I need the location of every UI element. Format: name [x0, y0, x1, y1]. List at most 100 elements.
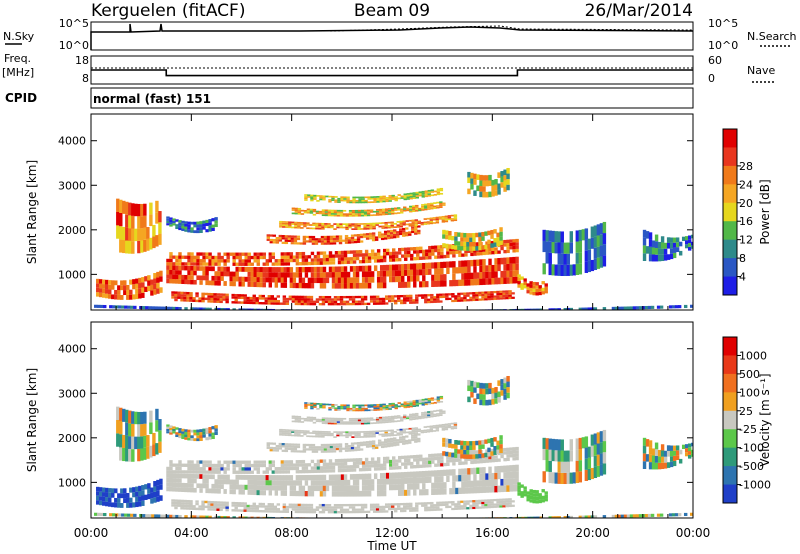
- velocity-cell: [466, 445, 470, 451]
- velocity-cell: [288, 503, 293, 506]
- velocity-cell: [193, 478, 197, 484]
- power-cell: [321, 295, 326, 299]
- velocity-cell: [331, 403, 335, 406]
- velocity-cell: [503, 447, 507, 452]
- power-cell: [479, 174, 483, 181]
- velocity-cell: [141, 500, 145, 506]
- power-cell: [306, 300, 311, 303]
- power-cell: [345, 228, 349, 231]
- velocity-cell: [306, 503, 311, 507]
- velocity-cell: [400, 416, 404, 419]
- velocity-cell: [337, 405, 341, 408]
- velocity-cell: [348, 432, 352, 435]
- power-cell: [397, 197, 401, 200]
- power-cell: [348, 214, 353, 217]
- power-cell: [201, 292, 205, 296]
- velocity-cell: [503, 457, 507, 462]
- velocity-cell: [184, 473, 188, 479]
- velocity-cell: [390, 505, 395, 508]
- velocity-cell: [109, 513, 113, 517]
- velocity-cell: [105, 487, 109, 493]
- velocity-cell: [196, 515, 200, 518]
- velocity-cell: [529, 489, 533, 493]
- velocity-cell: [96, 495, 100, 501]
- velocity-cell: [334, 462, 339, 466]
- velocity-cell: [231, 509, 235, 512]
- power-cell: [333, 214, 338, 217]
- velocity-cell: [282, 429, 286, 431]
- velocity-cell: [475, 506, 479, 509]
- velocity-cell: [336, 421, 341, 423]
- power-cell: [202, 270, 206, 276]
- power-cell: [355, 277, 360, 283]
- power-cell: [146, 238, 150, 251]
- power-cell: [282, 297, 287, 301]
- power-cell: [367, 282, 372, 289]
- velocity-cell: [321, 506, 326, 509]
- power-cell: [657, 254, 662, 262]
- velocity-cell: [321, 511, 326, 514]
- velocity-cell: [326, 448, 331, 451]
- power-cell: [301, 255, 306, 259]
- power-cell: [479, 265, 483, 273]
- velocity-cell: [247, 467, 251, 471]
- power-cell: [223, 262, 227, 266]
- velocity-cell: [375, 418, 380, 421]
- velocity-cell: [152, 432, 156, 445]
- velocity-cell: [496, 498, 500, 502]
- power-cell: [675, 247, 680, 253]
- power-cell: [515, 270, 519, 277]
- velocity-cell: [410, 455, 414, 459]
- velocity-cell: [292, 466, 297, 471]
- power-cell: [496, 290, 500, 294]
- power-cell: [479, 272, 483, 279]
- velocity-cell: [342, 434, 346, 437]
- power-cell: [354, 213, 359, 215]
- velocity-cell: [307, 463, 312, 467]
- velocity-cell: [169, 482, 173, 487]
- velocity-cell: [398, 472, 402, 479]
- power-cell: [137, 228, 141, 241]
- velocity-cell: [379, 478, 384, 485]
- velocity-cell: [408, 431, 412, 433]
- velocity-cell: [401, 462, 405, 466]
- power-cell: [327, 211, 332, 213]
- power-cell: [293, 235, 298, 238]
- velocity-cell: [309, 508, 314, 511]
- power-cell: [678, 241, 683, 247]
- velocity-cell: [297, 508, 302, 511]
- velocity-cell: [361, 464, 366, 468]
- power-cell: [250, 281, 254, 287]
- velocity-cell: [463, 445, 467, 450]
- power-cell: [210, 293, 214, 296]
- power-cell: [593, 247, 598, 259]
- velocity-cell: [308, 443, 313, 447]
- velocity-cell: [286, 466, 291, 471]
- power-cell: [422, 275, 426, 282]
- power-cell: [394, 209, 398, 211]
- velocity-cell: [382, 405, 386, 407]
- power-cell: [431, 280, 435, 288]
- velocity-cell: [538, 493, 542, 497]
- power-cell: [393, 229, 397, 232]
- velocity-cell: [367, 460, 372, 465]
- velocity-cell: [330, 434, 334, 437]
- power-cell: [497, 264, 501, 272]
- velocity-cell: [391, 402, 395, 405]
- power-cell: [372, 210, 377, 213]
- velocity-cell: [255, 505, 259, 508]
- velocity-cell: [357, 510, 362, 514]
- velocity-cell: [569, 450, 573, 462]
- power-cell: [140, 216, 144, 229]
- velocity-cell: [442, 501, 446, 504]
- power-cell: [366, 209, 371, 212]
- velocity-cell: [401, 478, 405, 484]
- velocity-cell: [358, 404, 362, 407]
- velocity-cell: [448, 443, 452, 448]
- power-cell: [339, 211, 344, 214]
- velocity-cell: [204, 500, 208, 504]
- power-cell: [415, 204, 419, 207]
- velocity-cell: [448, 505, 452, 508]
- power-cell: [255, 299, 259, 302]
- power-cell: [344, 239, 349, 242]
